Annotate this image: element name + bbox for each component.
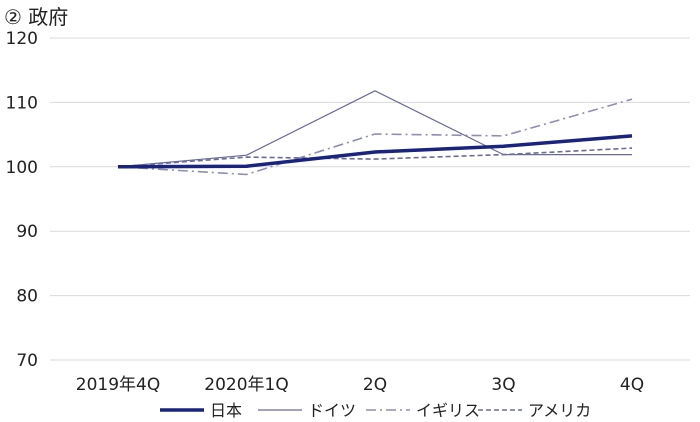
series-line-2 xyxy=(117,90,632,168)
y-tick-label: 80 xyxy=(16,287,38,307)
legend-label: ドイツ xyxy=(308,401,356,420)
series-line-1 xyxy=(117,134,633,169)
gridlines xyxy=(50,37,690,361)
y-tick-label: 70 xyxy=(16,351,38,371)
y-tick-label: 110 xyxy=(6,93,38,113)
x-tick-label: 2020年1Q xyxy=(204,375,288,395)
legend-label: アメリカ xyxy=(528,401,591,420)
y-tick-label: 120 xyxy=(6,29,38,49)
chart-title: ② 政府 xyxy=(4,5,68,29)
series-lines xyxy=(117,90,633,176)
x-axis-ticks: 2019年4Q 2020年1Q 2Q 3Q 4Q xyxy=(76,375,644,395)
series-line-3 xyxy=(117,98,633,176)
legend: 日本 ドイツ イギリス アメリカ xyxy=(160,401,591,420)
y-axis-ticks: 70 80 90 100 110 120 xyxy=(6,29,38,371)
x-tick-label: 3Q xyxy=(491,375,515,395)
y-tick-label: 90 xyxy=(16,222,38,242)
series-line-4 xyxy=(117,147,633,168)
y-tick-label: 100 xyxy=(6,158,38,178)
legend-label: 日本 xyxy=(210,401,242,420)
x-tick-label: 2Q xyxy=(363,375,387,395)
legend-label: イギリス xyxy=(416,401,480,420)
x-tick-label: 4Q xyxy=(620,375,644,395)
x-tick-label: 2019年4Q xyxy=(76,375,160,395)
